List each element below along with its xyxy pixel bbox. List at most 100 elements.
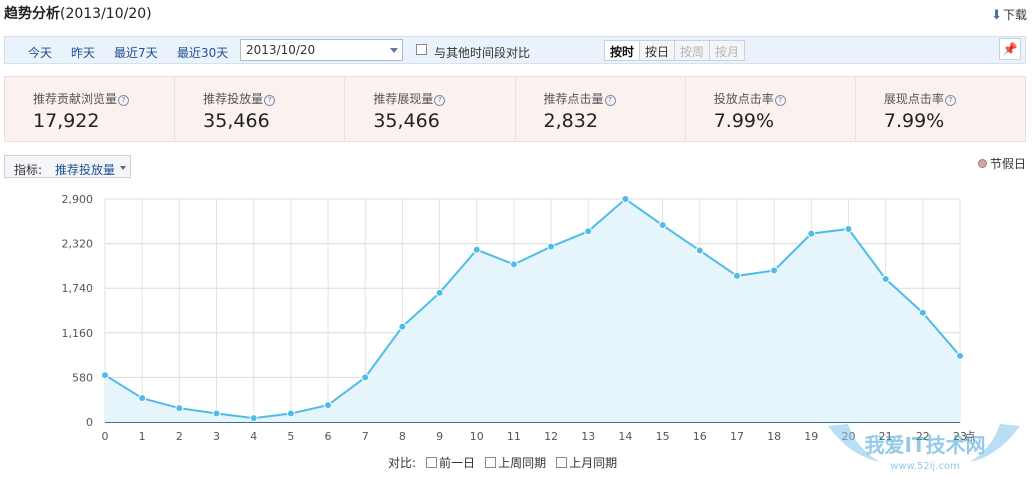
metric-label-text: 推荐贡献浏览量 [33, 92, 118, 106]
x-tick-label: 14 [618, 430, 632, 443]
x-tick-label: 8 [399, 430, 406, 443]
metric-value: 7.99% [883, 110, 945, 132]
x-tick-label: 4 [250, 430, 257, 443]
y-tick-label: 1,740 [62, 282, 94, 295]
data-point [472, 245, 481, 254]
watermark-url: www.52ij.com [890, 461, 960, 472]
compare-option-label: 上周同期 [498, 456, 547, 470]
indicator-label: 指标: [14, 163, 43, 177]
granularity-day[interactable]: 按日 [639, 40, 676, 61]
x-tick-label: 0 [102, 430, 109, 443]
data-point [435, 288, 444, 297]
metrics-panel: 推荐贡献浏览量? 17,922 推荐投放量? 35,466 推荐展现量? 35,466… [4, 76, 1026, 142]
indicator-value: 推荐投放量 [55, 163, 116, 177]
x-tick-label: 3 [213, 430, 220, 443]
metric-impressions: 推荐展现量? 35,466 [345, 77, 516, 141]
pin-icon: 📌 [1002, 42, 1018, 56]
x-tick-label: 16 [693, 430, 707, 443]
range-yesterday[interactable]: 昨天 [71, 46, 96, 60]
holiday-label: 节假日 [989, 157, 1026, 171]
metric-label: 推荐点击量? [544, 90, 616, 107]
compare-last-month[interactable]: 上月同期 [556, 454, 617, 471]
metric-label-text: 推荐投放量 [203, 92, 264, 106]
holiday-legend: 节假日 [977, 155, 1026, 172]
help-icon[interactable]: ? [264, 95, 276, 106]
granularity-week: 按周 [674, 40, 711, 61]
metric-label: 推荐展现量? [373, 90, 446, 107]
granularity-group: 按时 按日 按周 按月 [604, 40, 746, 61]
compare-checkbox[interactable] [416, 44, 427, 55]
data-point [658, 221, 667, 230]
metric-label-text: 展现点击率 [883, 92, 944, 106]
indicator-select[interactable]: 指标: 推荐投放量 [4, 155, 131, 178]
metric-label: 推荐投放量? [203, 90, 276, 107]
metric-delivery-ctr: 投放点击率? 7.99% [686, 77, 856, 141]
compare-prev-day[interactable]: 前一日 [426, 454, 475, 471]
metric-label: 推荐贡献浏览量? [33, 90, 130, 107]
granularity-hour[interactable]: 按时 [604, 40, 641, 61]
compare-last-week[interactable]: 上周同期 [485, 454, 546, 471]
y-tick-label: 2,320 [62, 238, 94, 251]
x-tick-label: 20 [841, 430, 855, 443]
compare-bar-label: 对比: [388, 456, 417, 470]
metric-value: 7.99% [713, 110, 775, 132]
compare-option-label: 前一日 [439, 456, 476, 470]
help-icon[interactable]: ? [604, 95, 616, 106]
x-tick-label: 12 [544, 430, 558, 443]
download-button[interactable]: ⬇下载 [991, 6, 1027, 23]
checkbox-icon [426, 457, 438, 468]
metric-value: 35,466 [203, 110, 270, 132]
download-label: 下载 [1002, 8, 1027, 22]
x-tick-label: 7 [362, 430, 369, 443]
help-icon[interactable]: ? [944, 95, 956, 106]
data-point [509, 260, 518, 269]
holiday-dot-icon [977, 159, 987, 168]
data-point [175, 404, 184, 413]
metric-deliveries: 推荐投放量? 35,466 [175, 77, 346, 141]
date-select[interactable]: 2013/10/20 [240, 39, 403, 61]
y-tick-label: 0 [86, 416, 93, 429]
help-icon[interactable]: ? [434, 95, 446, 106]
trend-chart: 0 580 1,160 1,740 2,320 2,900 0 1 2 3 4 5 6 7 8 9 10 11 12… [0, 184, 1033, 452]
data-point [212, 409, 221, 418]
series-area [105, 199, 960, 422]
metric-contribution-views: 推荐贡献浏览量? 17,922 [5, 77, 176, 141]
help-icon[interactable]: ? [118, 95, 130, 106]
data-point [324, 401, 333, 410]
x-tick-label: 13 [581, 430, 595, 443]
x-tick-label: 6 [325, 430, 332, 443]
metric-label-text: 推荐点击量 [543, 92, 604, 106]
data-point [621, 195, 630, 203]
help-icon[interactable]: ? [774, 95, 786, 106]
data-point [286, 409, 295, 418]
metric-label: 投放点击率? [714, 90, 786, 107]
granularity-month: 按月 [709, 40, 746, 61]
metric-clicks: 推荐点击量? 2,832 [516, 77, 686, 141]
data-point [361, 373, 370, 382]
range-last-30-days[interactable]: 最近30天 [177, 46, 229, 60]
data-point [844, 224, 853, 233]
date-select-value: 2013/10/20 [246, 43, 316, 57]
range-last-7-days[interactable]: 最近7天 [114, 46, 158, 60]
x-tick-label: 5 [287, 430, 294, 443]
compare-bar: 对比: 前一日 上周同期 上月同期 [388, 454, 617, 471]
x-tick-label: 2 [176, 430, 183, 443]
x-tick-label: 9 [436, 430, 443, 443]
pin-button[interactable]: 📌 [999, 38, 1021, 60]
data-point [249, 414, 258, 423]
x-tick-label: 23 [953, 430, 967, 443]
data-point [918, 308, 927, 317]
y-tick-label: 1,160 [62, 327, 94, 340]
data-point [138, 394, 147, 403]
data-point [101, 371, 109, 380]
range-today[interactable]: 今天 [28, 46, 53, 60]
chevron-down-icon [390, 48, 398, 53]
data-point [584, 227, 593, 236]
metric-value: 17,922 [33, 110, 100, 132]
page-title: 趋势分析(2013/10/20) [4, 3, 152, 23]
x-tick-label: 22 [916, 430, 930, 443]
x-tick-label: 17 [730, 430, 744, 443]
data-point [732, 271, 741, 280]
x-tick-label: 10 [470, 430, 484, 443]
